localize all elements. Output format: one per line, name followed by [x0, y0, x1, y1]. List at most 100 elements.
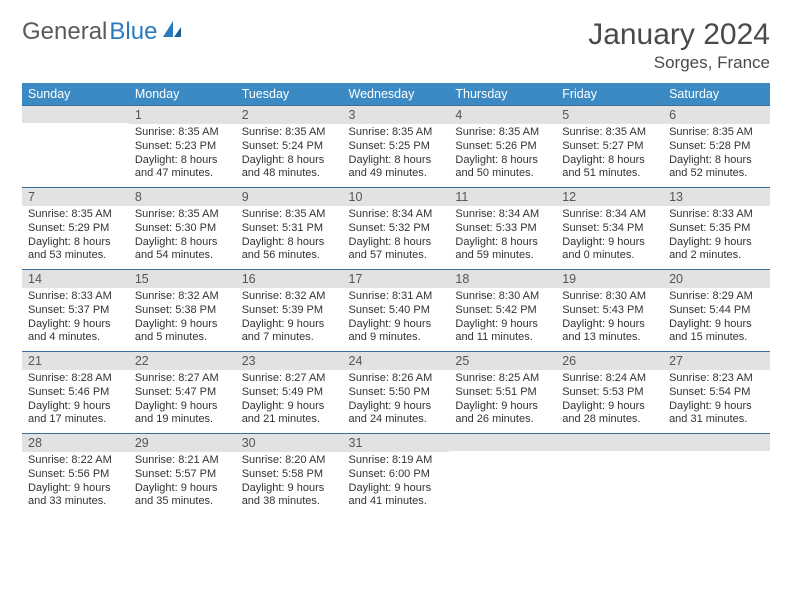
daylight-text-2: and 11 minutes. — [455, 331, 550, 345]
day-body: Sunrise: 8:32 AMSunset: 5:39 PMDaylight:… — [236, 288, 343, 351]
daylight-text-1: Daylight: 9 hours — [455, 318, 550, 332]
daylight-text-1: Daylight: 9 hours — [28, 318, 123, 332]
daylight-text-1: Daylight: 9 hours — [349, 482, 444, 496]
day-body: Sunrise: 8:33 AMSunset: 5:37 PMDaylight:… — [22, 288, 129, 351]
dow-friday: Friday — [556, 83, 663, 105]
sunrise-text: Sunrise: 8:20 AM — [242, 454, 337, 468]
day-body: Sunrise: 8:35 AMSunset: 5:27 PMDaylight:… — [556, 124, 663, 187]
sunrise-text: Sunrise: 8:27 AM — [242, 372, 337, 386]
daylight-text-2: and 2 minutes. — [669, 249, 764, 263]
day-number — [22, 105, 129, 123]
day-of-week-row: Sunday Monday Tuesday Wednesday Thursday… — [22, 83, 770, 105]
week-row: 21Sunrise: 8:28 AMSunset: 5:46 PMDayligh… — [22, 351, 770, 433]
day-cell — [22, 105, 129, 187]
day-number: 24 — [343, 351, 450, 370]
day-cell: 23Sunrise: 8:27 AMSunset: 5:49 PMDayligh… — [236, 351, 343, 433]
day-cell: 6Sunrise: 8:35 AMSunset: 5:28 PMDaylight… — [663, 105, 770, 187]
day-body: Sunrise: 8:31 AMSunset: 5:40 PMDaylight:… — [343, 288, 450, 351]
day-cell: 29Sunrise: 8:21 AMSunset: 5:57 PMDayligh… — [129, 433, 236, 515]
daylight-text-2: and 33 minutes. — [28, 495, 123, 509]
day-body: Sunrise: 8:28 AMSunset: 5:46 PMDaylight:… — [22, 370, 129, 433]
sunset-text: Sunset: 5:30 PM — [135, 222, 230, 236]
sunset-text: Sunset: 5:31 PM — [242, 222, 337, 236]
day-number: 12 — [556, 187, 663, 206]
day-body: Sunrise: 8:35 AMSunset: 5:28 PMDaylight:… — [663, 124, 770, 187]
sunset-text: Sunset: 5:35 PM — [669, 222, 764, 236]
day-number: 28 — [22, 433, 129, 452]
day-body: Sunrise: 8:30 AMSunset: 5:42 PMDaylight:… — [449, 288, 556, 351]
sunset-text: Sunset: 5:57 PM — [135, 468, 230, 482]
day-number: 22 — [129, 351, 236, 370]
day-number: 14 — [22, 269, 129, 288]
daylight-text-1: Daylight: 9 hours — [562, 400, 657, 414]
daylight-text-2: and 38 minutes. — [242, 495, 337, 509]
day-number — [556, 433, 663, 451]
day-number — [449, 433, 556, 451]
day-cell: 8Sunrise: 8:35 AMSunset: 5:30 PMDaylight… — [129, 187, 236, 269]
dow-wednesday: Wednesday — [343, 83, 450, 105]
sunrise-text: Sunrise: 8:35 AM — [349, 126, 444, 140]
day-body: Sunrise: 8:34 AMSunset: 5:32 PMDaylight:… — [343, 206, 450, 269]
daylight-text-1: Daylight: 8 hours — [135, 236, 230, 250]
daylight-text-1: Daylight: 9 hours — [28, 482, 123, 496]
day-body: Sunrise: 8:27 AMSunset: 5:49 PMDaylight:… — [236, 370, 343, 433]
daylight-text-2: and 56 minutes. — [242, 249, 337, 263]
daylight-text-2: and 9 minutes. — [349, 331, 444, 345]
sunrise-text: Sunrise: 8:35 AM — [455, 126, 550, 140]
day-number: 25 — [449, 351, 556, 370]
day-cell: 24Sunrise: 8:26 AMSunset: 5:50 PMDayligh… — [343, 351, 450, 433]
daylight-text-2: and 53 minutes. — [28, 249, 123, 263]
month-title: January 2024 — [588, 18, 770, 51]
sunset-text: Sunset: 5:50 PM — [349, 386, 444, 400]
day-number: 13 — [663, 187, 770, 206]
daylight-text-1: Daylight: 9 hours — [242, 482, 337, 496]
day-cell: 7Sunrise: 8:35 AMSunset: 5:29 PMDaylight… — [22, 187, 129, 269]
daylight-text-2: and 0 minutes. — [562, 249, 657, 263]
day-number — [663, 433, 770, 451]
sunset-text: Sunset: 5:37 PM — [28, 304, 123, 318]
day-body: Sunrise: 8:35 AMSunset: 5:25 PMDaylight:… — [343, 124, 450, 187]
sunrise-text: Sunrise: 8:35 AM — [135, 126, 230, 140]
sunset-text: Sunset: 5:33 PM — [455, 222, 550, 236]
sunrise-text: Sunrise: 8:35 AM — [242, 126, 337, 140]
day-body: Sunrise: 8:34 AMSunset: 5:33 PMDaylight:… — [449, 206, 556, 269]
day-body: Sunrise: 8:27 AMSunset: 5:47 PMDaylight:… — [129, 370, 236, 433]
daylight-text-2: and 19 minutes. — [135, 413, 230, 427]
day-number: 8 — [129, 187, 236, 206]
day-cell — [663, 433, 770, 515]
day-body: Sunrise: 8:35 AMSunset: 5:31 PMDaylight:… — [236, 206, 343, 269]
day-number: 16 — [236, 269, 343, 288]
day-cell: 5Sunrise: 8:35 AMSunset: 5:27 PMDaylight… — [556, 105, 663, 187]
sunrise-text: Sunrise: 8:31 AM — [349, 290, 444, 304]
day-number: 27 — [663, 351, 770, 370]
week-row: 7Sunrise: 8:35 AMSunset: 5:29 PMDaylight… — [22, 187, 770, 269]
daylight-text-2: and 7 minutes. — [242, 331, 337, 345]
logo: GeneralBlue — [22, 18, 183, 46]
daylight-text-1: Daylight: 9 hours — [562, 318, 657, 332]
day-number: 1 — [129, 105, 236, 124]
day-number: 4 — [449, 105, 556, 124]
sunset-text: Sunset: 5:49 PM — [242, 386, 337, 400]
daylight-text-1: Daylight: 9 hours — [135, 318, 230, 332]
day-body: Sunrise: 8:25 AMSunset: 5:51 PMDaylight:… — [449, 370, 556, 433]
day-number: 11 — [449, 187, 556, 206]
logo-text-general: General — [22, 18, 107, 46]
day-cell: 19Sunrise: 8:30 AMSunset: 5:43 PMDayligh… — [556, 269, 663, 351]
sunset-text: Sunset: 5:28 PM — [669, 140, 764, 154]
sunrise-text: Sunrise: 8:25 AM — [455, 372, 550, 386]
daylight-text-2: and 48 minutes. — [242, 167, 337, 181]
sail-icon — [161, 18, 183, 46]
dow-thursday: Thursday — [449, 83, 556, 105]
sunrise-text: Sunrise: 8:26 AM — [349, 372, 444, 386]
sunrise-text: Sunrise: 8:21 AM — [135, 454, 230, 468]
sunset-text: Sunset: 5:24 PM — [242, 140, 337, 154]
sunrise-text: Sunrise: 8:30 AM — [562, 290, 657, 304]
day-body: Sunrise: 8:35 AMSunset: 5:29 PMDaylight:… — [22, 206, 129, 269]
sunset-text: Sunset: 5:42 PM — [455, 304, 550, 318]
daylight-text-1: Daylight: 8 hours — [669, 154, 764, 168]
day-number: 30 — [236, 433, 343, 452]
daylight-text-2: and 26 minutes. — [455, 413, 550, 427]
daylight-text-1: Daylight: 9 hours — [669, 236, 764, 250]
daylight-text-1: Daylight: 9 hours — [242, 400, 337, 414]
sunset-text: Sunset: 5:27 PM — [562, 140, 657, 154]
